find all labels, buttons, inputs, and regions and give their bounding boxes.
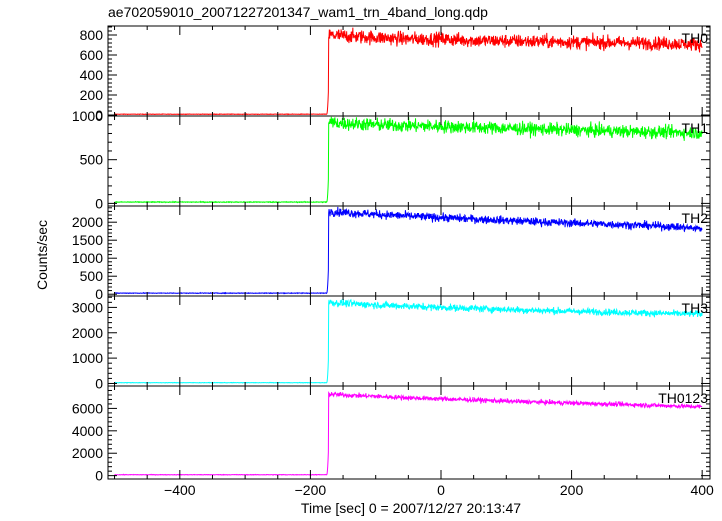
panel-th3: 0 1000 2000 3000 TH3 [72, 295, 711, 391]
y-tick-label: 600 [80, 47, 104, 63]
series-line-th0123 [114, 390, 703, 476]
panel-label-th2: TH2 [682, 210, 709, 226]
y-tick-label: 1500 [72, 232, 103, 248]
panel-label-th0123: TH0123 [658, 390, 708, 406]
y-tick-label: 0 [95, 195, 103, 211]
y-tick-label: 0 [95, 107, 103, 123]
y-tick-label: 3000 [72, 299, 103, 315]
y-tick-label: 500 [80, 268, 104, 284]
x-tick-label: 0 [437, 482, 445, 498]
x-tick-label: 200 [560, 482, 584, 498]
chart-title: ae702059010_20071227201347_wam1_trn_4ban… [108, 4, 488, 20]
x-tick-label: −400 [164, 482, 196, 498]
y-tick-label: 2000 [72, 445, 103, 461]
y-tick-label: 6000 [72, 400, 103, 416]
panel-th1: 0 500 1000 TH1 [72, 108, 711, 211]
y-tick-label: 0 [95, 286, 103, 302]
y-tick-label: 800 [80, 27, 104, 43]
y-tick-label: 0 [95, 468, 103, 484]
y-tick-label: 1000 [72, 250, 103, 266]
y-tick-label: 0 [95, 375, 103, 391]
x-tick-label: 400 [690, 482, 714, 498]
x-tick-label: −200 [295, 482, 327, 498]
panels-group: 0 200 400 600 800 TH0 0 500 1000 TH1 0 500 1000 1500 2… [72, 25, 714, 498]
panel-label-th3: TH3 [682, 300, 709, 316]
panel-frame [107, 385, 711, 480]
y-tick-label: 4000 [72, 423, 103, 439]
y-axis-label: Counts/sec [34, 220, 50, 290]
y-tick-label: 1000 [72, 108, 103, 124]
x-axis-label: Time [sec] 0 = 2007/12/27 20:13:47 [301, 500, 521, 516]
y-tick-label: 1000 [72, 350, 103, 366]
panel-label-th0: TH0 [682, 30, 709, 46]
y-tick-label: 400 [80, 67, 104, 83]
y-tick-label: 500 [80, 152, 104, 168]
y-tick-label: 2000 [72, 214, 103, 230]
panel-th0123: 0 2000 4000 6000 TH0123 [72, 385, 711, 484]
y-tick-label: 2000 [72, 325, 103, 341]
y-tick-label: 200 [80, 87, 104, 103]
panel-label-th1: TH1 [682, 120, 709, 136]
